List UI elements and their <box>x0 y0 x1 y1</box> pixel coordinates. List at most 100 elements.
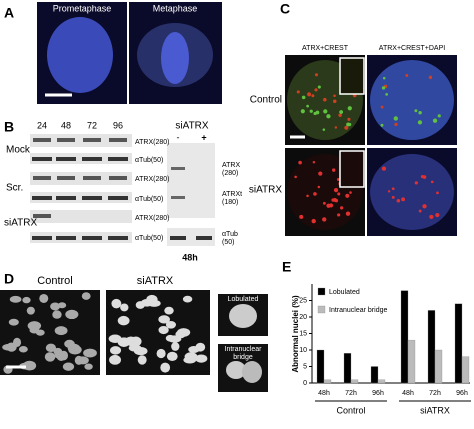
nucleus <box>158 325 169 335</box>
blot-title: siATRX <box>175 121 208 132</box>
focus <box>349 191 352 194</box>
focus <box>337 192 341 196</box>
blot-strip <box>30 210 132 223</box>
nucleus <box>177 328 191 337</box>
row-label: Scr. <box>6 183 23 194</box>
focus <box>294 175 297 179</box>
bar <box>377 379 386 384</box>
focus <box>417 120 423 125</box>
focus <box>394 122 398 127</box>
panel-letter: A <box>4 5 14 21</box>
band-label: (280) <box>222 170 238 177</box>
focus <box>414 181 418 185</box>
inset-label: bridge <box>233 354 253 361</box>
blots <box>30 134 215 246</box>
nucleus <box>29 326 40 334</box>
legend-swatch <box>317 305 326 314</box>
nucleus <box>242 361 262 383</box>
focus <box>432 118 438 123</box>
band <box>32 236 52 240</box>
band <box>82 196 102 200</box>
nucleus <box>6 342 17 352</box>
nucleus <box>22 360 37 371</box>
focus <box>322 128 326 131</box>
y-tick-label: 10 <box>299 347 307 354</box>
nucleus <box>81 292 91 300</box>
focus <box>347 117 351 121</box>
lane-label: 96 <box>113 120 123 130</box>
nucleus <box>158 315 170 324</box>
focus <box>332 168 336 172</box>
nucleus <box>195 354 208 363</box>
band-label: (50) <box>222 239 234 246</box>
band <box>82 236 102 240</box>
nucleus <box>64 339 75 348</box>
inset <box>339 57 365 95</box>
nucleus <box>226 361 246 379</box>
focus <box>346 122 351 127</box>
nucleus <box>44 352 56 362</box>
x-tick-label: 96h <box>456 390 468 397</box>
focus <box>306 194 309 198</box>
focus <box>318 171 323 176</box>
nucleus <box>110 346 122 355</box>
group-label: siATRX <box>420 405 450 415</box>
focus <box>313 192 317 196</box>
focus <box>298 160 302 165</box>
nucleus <box>65 309 79 320</box>
focus <box>430 180 434 184</box>
image-title: Metaphase <box>153 3 198 13</box>
focus <box>393 116 398 121</box>
bar <box>350 379 359 384</box>
bar <box>316 349 325 384</box>
y-tick-label: 20 <box>299 314 307 321</box>
nucleus <box>370 60 454 140</box>
focus <box>436 191 439 195</box>
focus <box>296 90 300 94</box>
nucleus <box>133 346 148 356</box>
blot-strip <box>30 192 132 203</box>
image-title: Control <box>37 275 72 287</box>
bar <box>343 353 352 384</box>
focus <box>347 106 352 111</box>
blot-strip <box>30 232 132 243</box>
x-tick-label: 72h <box>429 390 441 397</box>
band <box>109 176 127 180</box>
focus <box>381 86 386 90</box>
bar <box>461 356 470 384</box>
nucleus <box>18 346 28 353</box>
lane-label: 24 <box>37 120 47 130</box>
lane-label: - <box>177 132 180 142</box>
focus <box>311 218 316 224</box>
band <box>57 176 75 180</box>
focus <box>336 178 340 181</box>
nucleus <box>9 295 22 303</box>
nucleus <box>47 17 113 93</box>
nucleus <box>45 343 57 353</box>
band <box>33 214 51 218</box>
focus <box>396 199 401 203</box>
x-tick-label: 72h <box>345 390 357 397</box>
focus <box>385 93 389 96</box>
y-tick-label: 0 <box>303 380 307 387</box>
nucleus <box>160 362 171 373</box>
nucleus <box>39 293 49 303</box>
nucleus <box>52 310 62 319</box>
focus <box>344 125 349 130</box>
legend-label: Lobulated <box>329 289 360 296</box>
band-label: (180) <box>222 199 238 206</box>
blot-strip <box>30 172 132 185</box>
row-label: Mock <box>6 145 31 156</box>
focus <box>391 195 395 199</box>
focus <box>418 209 422 213</box>
y-tick-label: 5 <box>303 363 307 370</box>
image-title: siATRX <box>137 275 174 287</box>
focus <box>381 166 387 171</box>
bar <box>434 349 443 384</box>
focus <box>422 204 427 209</box>
nucleus <box>182 295 193 303</box>
focus <box>306 92 312 97</box>
bar <box>323 379 332 384</box>
focus <box>420 174 425 179</box>
band <box>57 138 75 142</box>
